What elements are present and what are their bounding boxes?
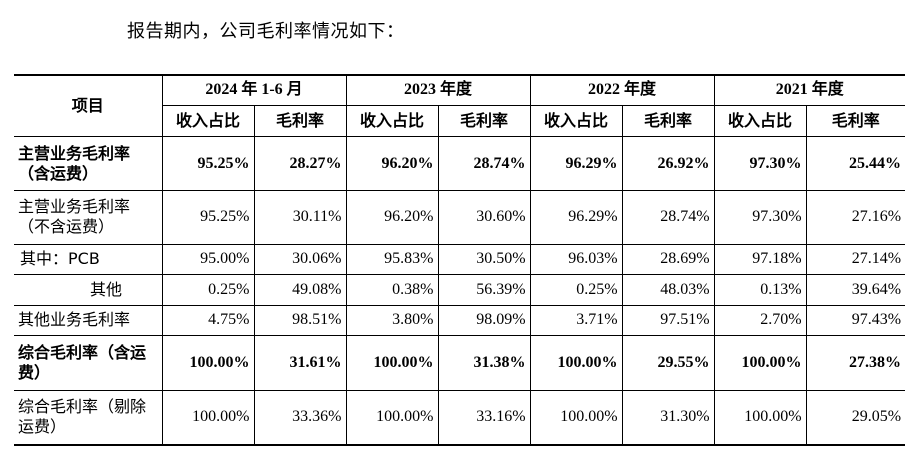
header-period-2024h1: 2024 年 1-6 月: [161, 74, 347, 106]
cell: 30.50%: [437, 243, 531, 276]
header-item: 项目: [14, 74, 163, 138]
cell: 28.74%: [621, 190, 715, 245]
cell: 100.00%: [713, 334, 807, 391]
cell: 100.00%: [713, 389, 807, 446]
header-period-2021: 2021 年度: [713, 74, 906, 106]
cell: 31.61%: [253, 334, 347, 391]
cell: 95.00%: [161, 243, 255, 276]
cell: 28.27%: [253, 136, 347, 192]
cell: 33.36%: [253, 389, 347, 446]
cell: 96.20%: [345, 190, 439, 245]
cell: 96.20%: [345, 136, 439, 192]
header-row-periods: 项目 2024 年 1-6 月 2023 年度 2022 年度 2021 年度: [14, 74, 906, 138]
cell: 97.30%: [713, 136, 807, 192]
gross-margin-table: 项目 2024 年 1-6 月 2023 年度 2022 年度 2021 年度 …: [14, 74, 906, 446]
cell: 98.09%: [437, 304, 531, 336]
row-label: 其中：PCB: [14, 243, 163, 276]
intro-text: 报告期内，公司毛利率情况如下：: [127, 21, 405, 42]
table-row: 主营业务毛利率（不含运费） 95.25% 30.11% 96.20% 30.60…: [14, 190, 906, 245]
row-label: 综合毛利率（剔除运费）: [14, 389, 163, 446]
cell: 29.05%: [805, 389, 906, 446]
header-period-2023: 2023 年度: [345, 74, 531, 106]
cell: 98.51%: [253, 304, 347, 336]
cell: 100.00%: [161, 389, 255, 446]
cell: 48.03%: [621, 274, 715, 306]
table-row: 其他 0.25% 49.08% 0.38% 56.39% 0.25% 48.03…: [14, 274, 906, 306]
cell: 96.29%: [529, 136, 623, 192]
header-margin: 毛利率: [621, 104, 715, 138]
cell: 0.25%: [529, 274, 623, 306]
cell: 27.38%: [805, 334, 906, 391]
row-label: 主营业务毛利率（含运费）: [14, 136, 163, 192]
cell: 29.55%: [621, 334, 715, 391]
table-row: 其他业务毛利率 4.75% 98.51% 3.80% 98.09% 3.71% …: [14, 304, 906, 336]
cell: 30.60%: [437, 190, 531, 245]
header-share: 收入占比: [529, 104, 623, 138]
cell: 56.39%: [437, 274, 531, 306]
table-row: 综合毛利率（含运费） 100.00% 31.61% 100.00% 31.38%…: [14, 334, 906, 391]
header-share: 收入占比: [345, 104, 439, 138]
cell: 100.00%: [529, 389, 623, 446]
row-label: 其他业务毛利率: [14, 304, 163, 336]
cell: 30.06%: [253, 243, 347, 276]
cell: 27.14%: [805, 243, 906, 276]
header-margin: 毛利率: [437, 104, 531, 138]
table-row: 主营业务毛利率（含运费） 95.25% 28.27% 96.20% 28.74%…: [14, 136, 906, 192]
cell: 26.92%: [621, 136, 715, 192]
cell: 3.80%: [345, 304, 439, 336]
cell: 31.30%: [621, 389, 715, 446]
cell: 0.25%: [161, 274, 255, 306]
cell: 97.51%: [621, 304, 715, 336]
cell: 97.18%: [713, 243, 807, 276]
cell: 95.25%: [161, 190, 255, 245]
cell: 27.16%: [805, 190, 906, 245]
cell: 97.30%: [713, 190, 807, 245]
cell: 49.08%: [253, 274, 347, 306]
header-margin: 毛利率: [805, 104, 906, 138]
cell: 31.38%: [437, 334, 531, 391]
header-share: 收入占比: [713, 104, 807, 138]
row-label: 综合毛利率（含运费）: [14, 334, 163, 391]
cell: 100.00%: [345, 334, 439, 391]
table-row: 综合毛利率（剔除运费） 100.00% 33.36% 100.00% 33.16…: [14, 389, 906, 446]
header-period-2022: 2022 年度: [529, 74, 715, 106]
cell: 100.00%: [529, 334, 623, 391]
cell: 0.13%: [713, 274, 807, 306]
cell: 3.71%: [529, 304, 623, 336]
cell: 96.29%: [529, 190, 623, 245]
cell: 96.03%: [529, 243, 623, 276]
cell: 30.11%: [253, 190, 347, 245]
header-share: 收入占比: [162, 104, 255, 138]
cell: 39.64%: [805, 274, 906, 306]
cell: 0.38%: [345, 274, 439, 306]
header-margin: 毛利率: [253, 104, 347, 138]
cell: 95.83%: [345, 243, 439, 276]
table-row: 其中：PCB 95.00% 30.06% 95.83% 30.50% 96.03…: [14, 243, 906, 276]
cell: 28.74%: [437, 136, 531, 192]
cell: 97.43%: [805, 304, 906, 336]
cell: 25.44%: [805, 136, 906, 192]
cell: 33.16%: [437, 389, 531, 446]
row-label: 其他: [14, 274, 163, 306]
cell: 4.75%: [161, 304, 255, 336]
header-row-metrics: 收入占比 毛利率 收入占比 毛利率 收入占比 毛利率 收入占比 毛利率: [14, 104, 906, 138]
cell: 2.70%: [713, 304, 807, 336]
cell: 100.00%: [161, 334, 255, 391]
row-label: 主营业务毛利率（不含运费）: [14, 190, 163, 245]
cell: 100.00%: [345, 389, 439, 446]
cell: 28.69%: [621, 243, 715, 276]
cell: 95.25%: [161, 136, 255, 192]
